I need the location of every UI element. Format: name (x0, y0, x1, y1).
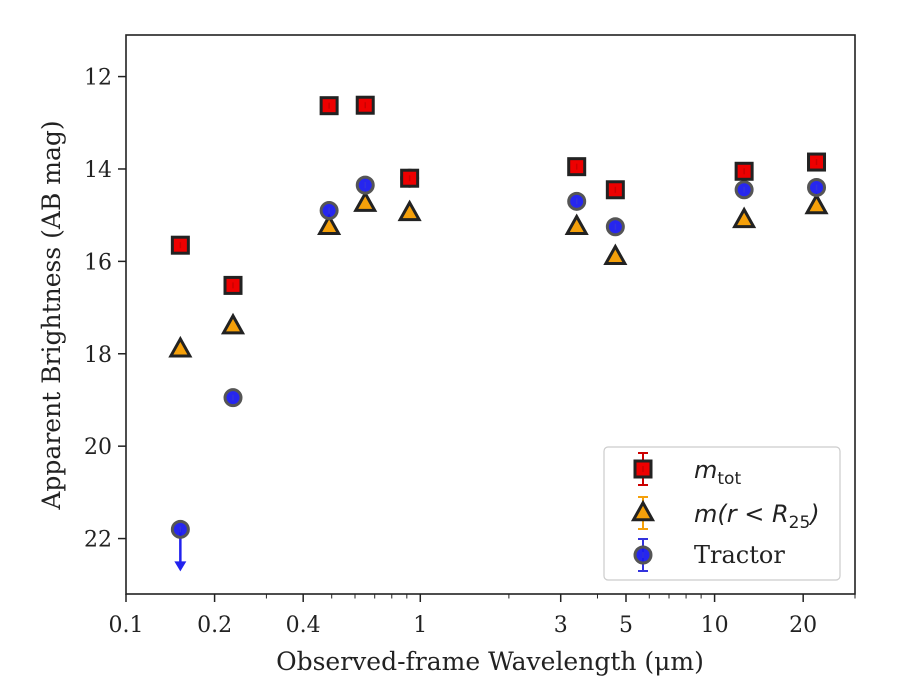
triangle-marker (732, 206, 757, 229)
triangle-marker (317, 213, 342, 236)
triangle-marker (603, 243, 628, 266)
legend-mr25-suffix: ) (808, 500, 819, 528)
upper-limit-arrow-head (174, 561, 187, 572)
y-tick-label: 18 (84, 343, 112, 368)
axis-ticks: 0.1 0.2 0.4 1 3 5 10 20 12 14 16 18 20 22 (84, 66, 856, 638)
x-tick-label: 10 (701, 613, 729, 638)
legend-label-mr25: m(r < R25) (694, 500, 820, 533)
data-markers (168, 95, 829, 572)
x-tick-label: 0.2 (197, 613, 232, 638)
triangle-marker (564, 213, 589, 236)
y-tick-label: 20 (84, 435, 112, 460)
legend-mtot-base: m (694, 456, 717, 484)
triangle-marker (168, 335, 193, 358)
legend-box (603, 446, 841, 581)
triangle-marker (353, 190, 378, 212)
x-tick-label: 0.4 (286, 613, 321, 638)
y-tick-label: 12 (84, 66, 112, 91)
y-tick-label: 22 (84, 528, 112, 553)
legend: mtot m(r < R25) Tractor (603, 446, 841, 581)
triangle-marker (397, 199, 422, 222)
x-tick-label: 0.1 (109, 613, 144, 638)
y-tick-label: 16 (84, 250, 112, 275)
legend-triangle-marker (630, 499, 656, 522)
legend-mr25-base: m(r < R (694, 500, 789, 528)
legend-symbols (630, 452, 656, 572)
legend-label-tractor: Tractor (694, 541, 785, 569)
plot-frame (125, 34, 856, 595)
x-axis-title: Observed-frame Wavelength (μm) (276, 647, 704, 676)
legend-mtot-sub: tot (717, 469, 741, 489)
x-tick-label: 5 (619, 613, 633, 638)
x-tick-label: 1 (413, 613, 427, 638)
triangle-marker (220, 312, 246, 335)
x-tick-label: 20 (789, 613, 817, 638)
y-tick-label: 14 (84, 158, 112, 183)
legend-mr25-sub: 25 (789, 513, 811, 533)
y-axis-title: Apparent Brightness (AB mag) (37, 120, 66, 510)
x-tick-label: 3 (554, 613, 568, 638)
triangle-marker (804, 192, 829, 215)
legend-label-mtot: mtot (694, 456, 741, 489)
